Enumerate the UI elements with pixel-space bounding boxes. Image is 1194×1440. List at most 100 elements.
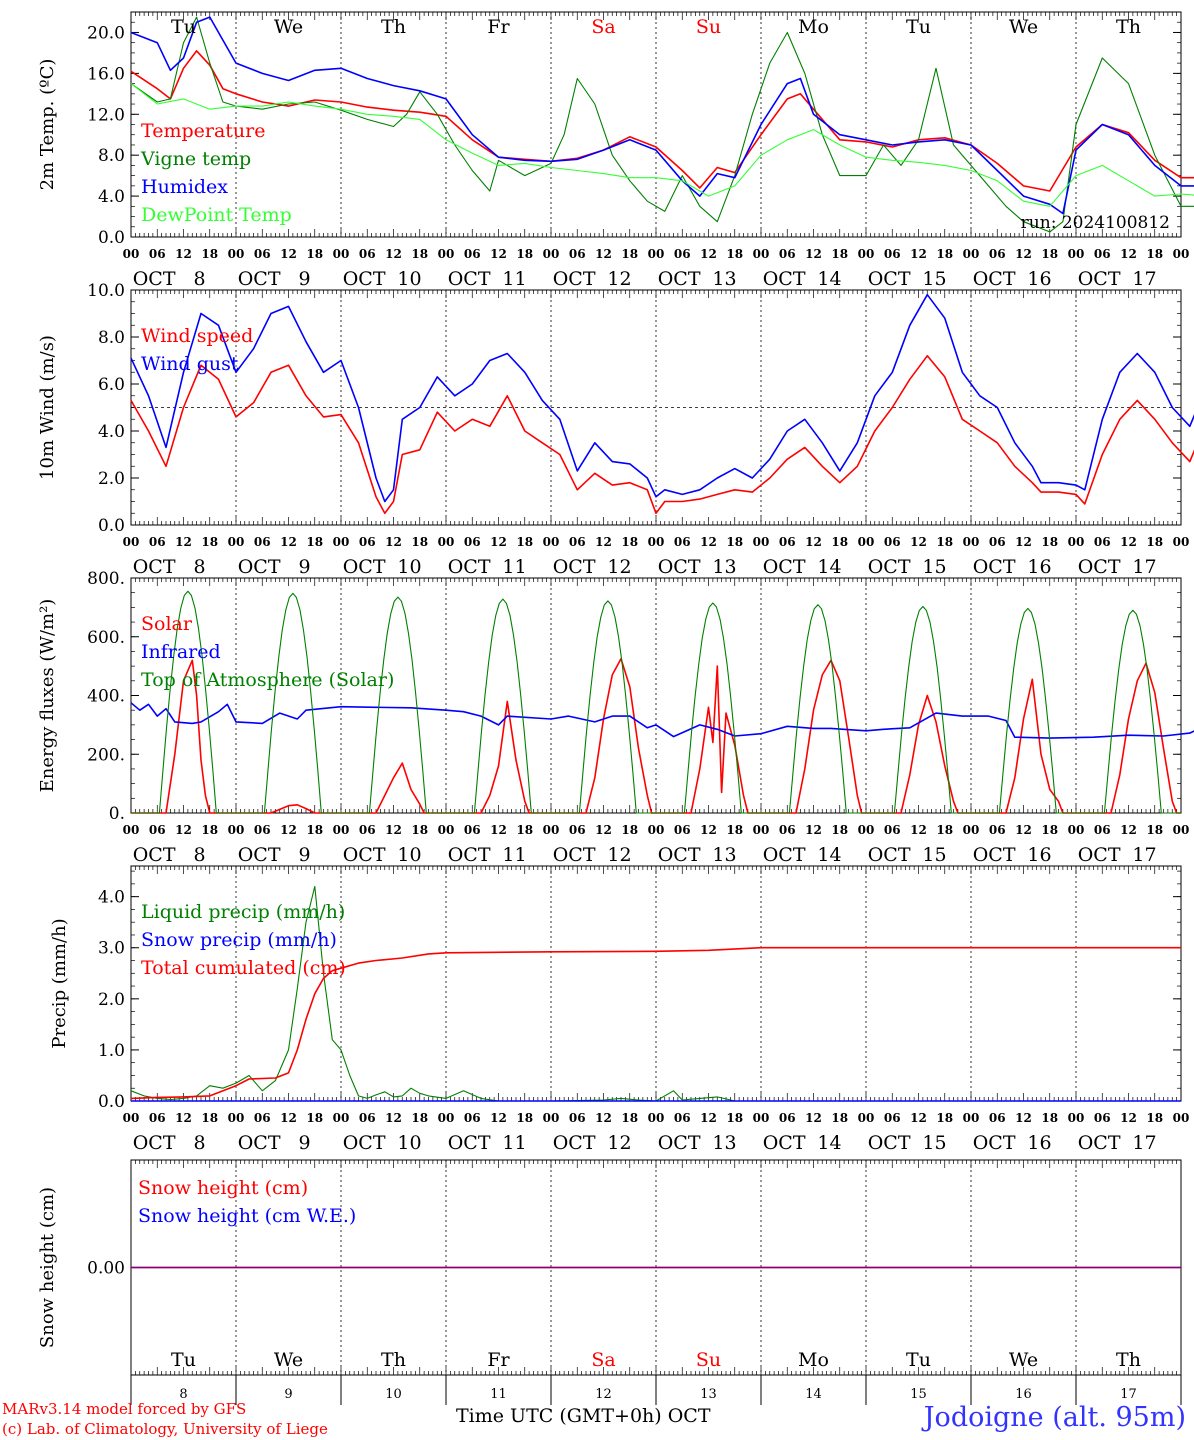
month-label: OCT [133,1132,176,1154]
hour-label: 06 [464,823,481,837]
hour-label: 18 [306,247,323,261]
hour-label: 12 [700,535,717,549]
month-label: OCT [658,268,701,290]
hour-label: 00 [1173,247,1190,261]
hour-label: 18 [201,535,218,549]
series-line-infrared [130,702,1194,739]
bottom-date-label: 12 [595,1387,612,1402]
hour-label: 06 [149,535,166,549]
hour-label: 18 [411,247,428,261]
hour-label: 00 [1068,247,1085,261]
hour-label: 00 [438,823,455,837]
weekday-label-bottom: Th [381,1349,406,1371]
hour-label: 12 [385,247,402,261]
date-label: 10 [397,1132,421,1154]
month-label: OCT [868,1132,911,1154]
month-label: OCT [553,1132,596,1154]
weekday-label-bottom: Fr [487,1349,510,1371]
month-label: OCT [868,556,911,578]
y-axis-title: 10m Wind (m/s) [37,335,58,480]
hour-label: 00 [228,247,245,261]
y-tick-label: 12.0 [87,105,125,125]
hour-label: 06 [569,247,586,261]
hour-label: 06 [989,535,1006,549]
hour-label: 06 [674,535,691,549]
y-tick-label: 10.0 [87,281,125,301]
hour-label: 00 [963,1111,980,1125]
month-label: OCT [133,556,176,578]
legend-entry: Humidex [141,176,228,198]
month-label: OCT [553,844,596,866]
hour-label: 06 [149,823,166,837]
date-label: 15 [922,268,946,290]
run-annotation: run: 2024100812 [1021,213,1170,233]
hour-label: 06 [359,535,376,549]
legend-entry: Wind speed [141,325,253,347]
series-line-top-of-atmosphere-solar- [131,590,1181,814]
hour-label: 06 [674,247,691,261]
hour-label: 12 [490,823,507,837]
y-tick-label: 0.00 [87,1259,125,1279]
hour-label: 06 [989,1111,1006,1125]
hour-label: 06 [464,247,481,261]
date-label: 15 [922,556,946,578]
month-label: OCT [973,844,1016,866]
hour-label: 18 [726,1111,743,1125]
legend-entry: DewPoint Temp [141,204,292,226]
hour-label: 18 [1041,1111,1058,1125]
hour-label: 18 [1146,823,1163,837]
hour-label: 18 [726,823,743,837]
hour-label: 12 [1015,535,1032,549]
hour-label: 18 [831,823,848,837]
hour-label: 12 [805,1111,822,1125]
bottom-date-label: 16 [1015,1387,1032,1402]
hour-label: 06 [1094,535,1111,549]
hour-label: 18 [936,1111,953,1125]
model-credit: MARv3.14 model forced by GFS [2,1400,247,1418]
hour-label: 06 [779,247,796,261]
hour-label: 06 [254,823,271,837]
hour-label: 12 [385,823,402,837]
date-label: 16 [1027,844,1051,866]
legend-entry: Snow height (cm) [138,1177,308,1199]
hour-label: 12 [175,1111,192,1125]
weekday-label-top: Th [381,16,406,38]
panel-5 [130,1159,1182,1376]
date-label: 12 [607,844,631,866]
weekday-label-bottom: Tu [906,1349,931,1371]
date-label: 14 [817,844,841,866]
panel-4 [130,865,1182,1102]
lab-credit: (c) Lab. of Climatology, University of L… [2,1420,328,1438]
hour-label: 18 [936,823,953,837]
hour-label: 12 [1015,247,1032,261]
series-line-temperature [130,50,1194,192]
bottom-date-label: 13 [700,1387,717,1402]
hour-label: 06 [464,535,481,549]
hour-label: 06 [674,1111,691,1125]
y-tick-label: 8.0 [98,328,125,348]
month-label: OCT [553,556,596,578]
date-label: 11 [502,1132,526,1154]
month-label: OCT [343,268,386,290]
date-label: 8 [193,844,205,866]
month-label: OCT [448,556,491,578]
date-label: 17 [1132,556,1156,578]
hour-label: 12 [910,535,927,549]
hour-label: 12 [280,823,297,837]
hour-label: 00 [1173,1111,1190,1125]
hour-label: 12 [700,1111,717,1125]
hour-label: 00 [648,247,665,261]
x-axis-title: Time UTC (GMT+0h) OCT [456,1405,711,1427]
y-axis-title: Precip (mm/h) [49,918,70,1048]
weekday-label-top: Su [696,16,721,38]
date-label: 14 [817,556,841,578]
hour-label: 06 [359,247,376,261]
hour-label: 18 [201,823,218,837]
hour-label: 06 [1094,1111,1111,1125]
hour-label: 18 [306,823,323,837]
y-tick-label: 0.0 [98,516,125,536]
hour-label: 00 [1068,823,1085,837]
date-label: 8 [193,1132,205,1154]
hour-label: 00 [753,823,770,837]
date-label: 9 [298,556,310,578]
